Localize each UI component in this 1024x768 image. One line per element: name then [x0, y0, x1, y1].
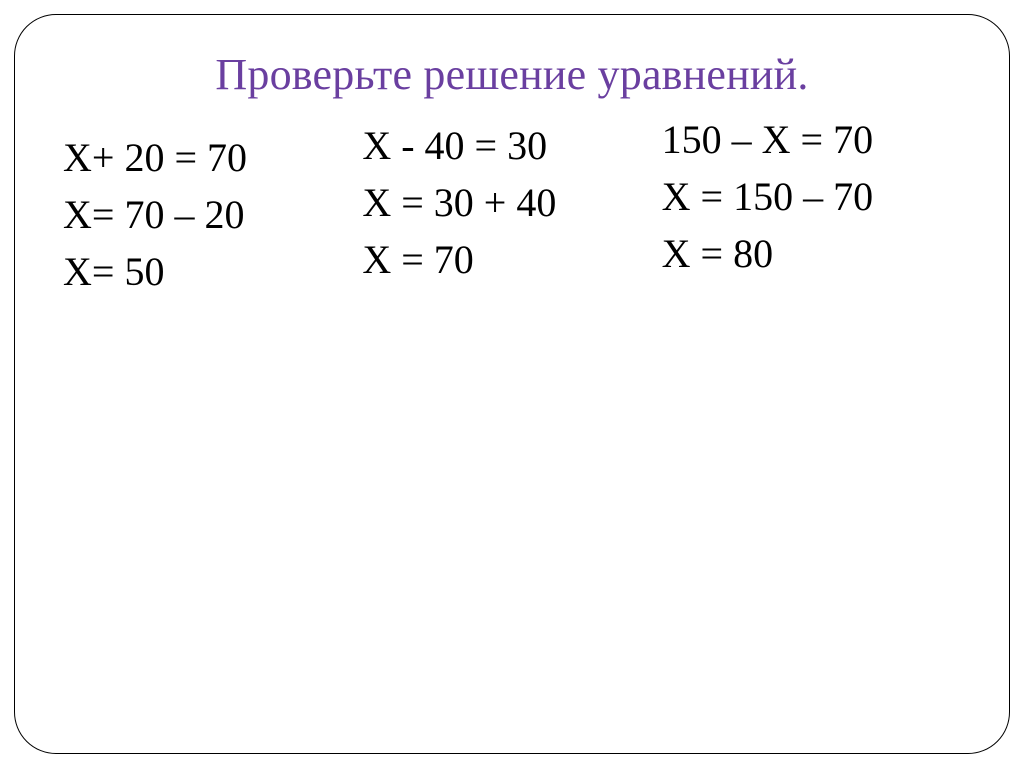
equation-column-1: Х+ 20 = 70 Х= 70 – 20 Х= 50 [63, 130, 362, 300]
equation-line: Х= 50 [63, 244, 362, 301]
slide-title: Проверьте решение уравнений. [63, 49, 961, 100]
equation-line: Х = 150 – 70 [662, 169, 961, 226]
equations-columns: Х+ 20 = 70 Х= 70 – 20 Х= 50 Х - 40 = 30 … [63, 112, 961, 300]
equation-line: Х = 70 [362, 232, 661, 289]
equation-line: Х = 30 + 40 [362, 175, 661, 232]
equation-line: 150 – Х = 70 [662, 112, 961, 169]
equation-line: Х = 80 [662, 226, 961, 283]
slide: Проверьте решение уравнений. Х+ 20 = 70 … [0, 0, 1024, 768]
equation-column-3: 150 – Х = 70 Х = 150 – 70 Х = 80 [662, 112, 961, 282]
equation-column-2: Х - 40 = 30 Х = 30 + 40 Х = 70 [362, 118, 661, 288]
equation-line: Х+ 20 = 70 [63, 130, 362, 187]
equation-line: Х - 40 = 30 [362, 118, 661, 175]
equation-line: Х= 70 – 20 [63, 187, 362, 244]
slide-frame: Проверьте решение уравнений. Х+ 20 = 70 … [14, 14, 1010, 754]
